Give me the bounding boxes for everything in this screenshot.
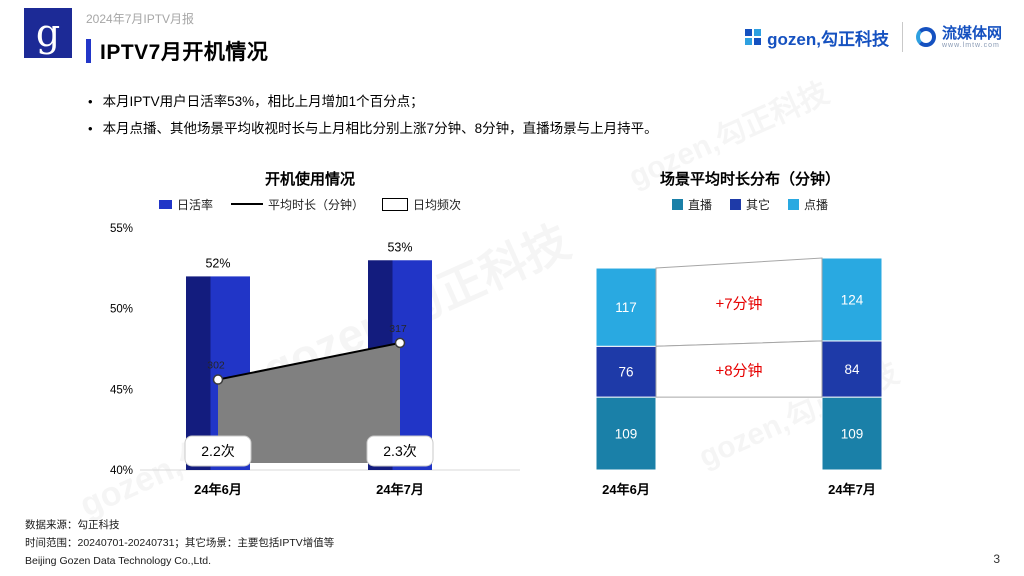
- scene-value-label: 109: [615, 427, 638, 442]
- frequency-box-1: [366, 435, 434, 467]
- legend-item-duration: 平均时长（分钟）: [230, 196, 364, 213]
- scene-segment-other-1: [821, 340, 883, 398]
- legend-item-other: 其它: [729, 196, 770, 213]
- scene-segment-vod-1: [821, 257, 883, 342]
- scene-value-label: 109: [841, 427, 864, 442]
- annotation-label: +7分钟: [715, 295, 762, 312]
- duration-value-label: 317: [389, 323, 407, 335]
- startup-chart-legend: 日活率 平均时长（分钟） 日均频次: [95, 192, 525, 216]
- scene-chart-title: 场景平均时长分布（分钟）: [659, 171, 840, 188]
- x-category-label: 24年7月: [376, 482, 424, 497]
- scene-segment-live-0: [595, 396, 657, 471]
- startup-chart-svg: 55% 50% 45% 40% 52% 53% 302 317 2.2次 2.3次 24年6月 24年…: [110, 223, 520, 497]
- frequency-label: 2.3次: [383, 443, 416, 459]
- bullet-text: 本月IPTV用户日活率53%，相比上月增加1个百分点；: [102, 94, 424, 109]
- scene-segment-live-1: [821, 396, 883, 471]
- legend-marker-vod: [788, 198, 799, 210]
- dau-value-label: 53%: [387, 240, 412, 254]
- lmtw-brand-url: www.lmtw.com: [941, 41, 1000, 49]
- gozen-logo-letter: g: [35, 11, 61, 55]
- duration-point-0: [212, 374, 224, 385]
- frequency-box-0: [184, 435, 252, 467]
- legend-marker-live: [671, 198, 683, 210]
- title-row: IPTV7月开机情况: [86, 36, 268, 66]
- duration-area: [218, 342, 400, 463]
- annotation-label: +8分钟: [715, 362, 762, 379]
- y-axis-tick: 45%: [110, 384, 133, 396]
- scene-duration-chart: 场景平均时长分布（分钟） 直播 其它 点播 +7分钟 +8分钟 109 76 117 109 8…: [535, 168, 965, 513]
- legend-label-dau: 日活率: [176, 197, 213, 212]
- legend-label-frequency: 日均频次: [413, 197, 462, 212]
- report-label: 2024年7月IPTV月报: [86, 12, 195, 26]
- y-axis-tick: 50%: [110, 304, 133, 316]
- scene-segment-other-0: [595, 345, 657, 398]
- startup-usage-chart: 开机使用情况 日活率 平均时长（分钟） 日均频次 55% 50% 45% 40% 52% 53…: [95, 168, 525, 513]
- bullet-text: 本月点播、其他场景平均收视时长与上月相比分别上涨7分钟、8分钟，直播场景与上月持…: [102, 121, 658, 136]
- legend-item-vod: 点播: [788, 196, 828, 213]
- gozen-brand-text: gozen,勾正科技: [767, 29, 889, 49]
- scene-value-label: 124: [841, 292, 864, 307]
- legend-marker-dau: [158, 199, 172, 209]
- duration-value-label: 302: [207, 360, 225, 372]
- annotation-box-other: [655, 340, 823, 398]
- title-accent-bar: [86, 39, 91, 63]
- footer: 数据来源：勾正科技 时间范围：20240701-20240731；其它场景：主要…: [25, 516, 334, 570]
- scene-chart-svg: +7分钟 +8分钟 109 76 117 109 84 124 24年6月 24年7月: [595, 257, 883, 497]
- lmtw-ring-icon: [915, 27, 936, 47]
- x-category-label: 24年6月: [194, 482, 242, 497]
- gozen-brand: gozen,勾正科技: [745, 25, 889, 50]
- page-title: IPTV7月开机情况: [100, 41, 269, 64]
- startup-chart-title: 开机使用情况: [264, 171, 355, 188]
- lmtw-brand: 流媒体网 www.lmtw.com: [915, 24, 1002, 49]
- brand-logos: gozen,勾正科技 流媒体网 www.lmtw.com: [745, 22, 1002, 52]
- legend-item-dau: 日活率: [158, 196, 213, 213]
- gozen-grid-icon: [745, 29, 762, 45]
- scene-value-label: 84: [844, 362, 860, 377]
- legend-marker-duration: [230, 203, 263, 205]
- bullet-item: 本月点播、其他场景平均收视时长与上月相比分别上涨7分钟、8分钟，直播场景与上月持…: [88, 115, 948, 142]
- y-axis-tick: 55%: [110, 223, 133, 235]
- page-number: 3: [993, 552, 1000, 566]
- legend-marker-frequency: [382, 197, 408, 211]
- legend-label-duration: 平均时长（分钟）: [267, 197, 364, 212]
- footer-range: 时间范围：20240701-20240731；其它场景：主要包括IPTV增值等: [25, 537, 335, 549]
- legend-item-frequency: 日均频次: [382, 196, 461, 213]
- scene-value-label: 117: [615, 300, 637, 315]
- footer-company: Beijing Gozen Data Technology Co.,Ltd.: [25, 555, 212, 567]
- footer-source: 数据来源：勾正科技: [25, 519, 120, 531]
- lmtw-brand-text: 流媒体网: [941, 24, 1002, 42]
- legend-label-other: 其它: [745, 197, 770, 212]
- bullet-item: 本月IPTV用户日活率53%，相比上月增加1个百分点；: [88, 88, 948, 115]
- frequency-label: 2.2次: [201, 443, 234, 459]
- y-axis-tick: 40%: [110, 465, 133, 477]
- duration-point-1: [394, 337, 406, 349]
- duration-line: [217, 341, 401, 381]
- legend-label-live: 直播: [687, 197, 712, 212]
- x-category-label: 24年6月: [602, 482, 650, 497]
- brand-divider: [901, 22, 903, 52]
- dau-value-label: 52%: [205, 256, 230, 270]
- scene-segment-vod-0: [595, 267, 657, 347]
- legend-item-live: 直播: [671, 196, 712, 213]
- gozen-logo: g: [24, 8, 72, 58]
- x-category-label: 24年7月: [828, 482, 876, 497]
- legend-label-vod: 点播: [804, 197, 829, 212]
- summary-bullets: 本月IPTV用户日活率53%，相比上月增加1个百分点； 本月点播、其他场景平均收…: [88, 88, 948, 142]
- legend-marker-other: [729, 198, 741, 210]
- scene-chart-legend: 直播 其它 点播: [535, 192, 965, 216]
- scene-value-label: 76: [618, 365, 633, 380]
